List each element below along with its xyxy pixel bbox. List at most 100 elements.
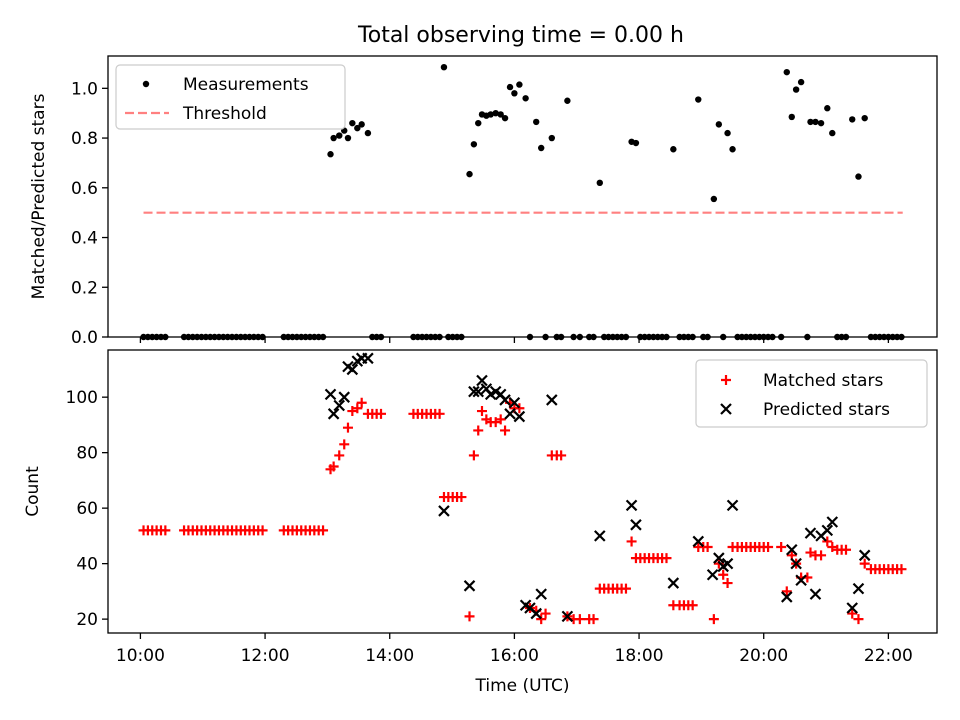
data-point [776, 541, 787, 552]
data-point [594, 530, 606, 542]
data-point [667, 577, 680, 589]
data-point [783, 68, 790, 76]
data-point [781, 591, 793, 603]
legend-label: Matched stars [763, 371, 883, 391]
data-point [824, 105, 831, 112]
y-tick-label: 60 [76, 499, 98, 519]
data-point [781, 586, 792, 597]
data-point [692, 535, 705, 548]
bottom-axes: 20 40 60 80 100 10:00 12:00 14:00 16:00 18:00 20:0… [23, 349, 938, 696]
data-point [855, 173, 862, 180]
x-tick-label: 12:00 [241, 646, 290, 666]
data-point [849, 116, 856, 123]
figure-title: Total observing time = 0.00 h [357, 23, 684, 48]
data-point [468, 385, 480, 398]
axes-frame [107, 349, 938, 634]
data-point [513, 410, 526, 423]
data-point [548, 134, 555, 142]
y-tick-label: 0.2 [71, 278, 98, 298]
data-point [327, 151, 334, 158]
data-point [858, 549, 871, 562]
data-point [324, 388, 337, 401]
y-tick-label: 100 [66, 388, 98, 408]
data-point [463, 580, 476, 592]
y-tick-label: 0.6 [71, 179, 98, 199]
data-point [718, 569, 729, 580]
data-point [807, 118, 814, 126]
data-point [721, 557, 734, 570]
data-point [358, 121, 365, 128]
legend-marker [721, 375, 731, 385]
data-point [257, 525, 268, 536]
data-point [364, 129, 372, 137]
y-tick-label: 1.0 [71, 79, 98, 99]
data-point [792, 86, 800, 93]
data-point [829, 129, 836, 137]
data-point [535, 588, 547, 600]
x-tick-label: 22:00 [864, 646, 913, 666]
data-point [497, 111, 504, 118]
data-point [632, 139, 640, 147]
data-point [546, 394, 558, 406]
data-point [511, 90, 518, 97]
data-point [346, 363, 359, 376]
data-point [670, 146, 677, 153]
data-point [318, 525, 329, 536]
data-point [475, 119, 482, 127]
data-point [724, 129, 731, 137]
data-point [160, 525, 171, 536]
y-axis-label: Count [23, 466, 43, 517]
data-point [487, 111, 494, 118]
legend-box [115, 64, 346, 130]
x-tick-label: 10:00 [116, 646, 165, 666]
data-point [342, 422, 353, 433]
legend-label: Measurements [183, 75, 309, 95]
data-point [492, 109, 499, 117]
data-point [530, 607, 542, 620]
x-tick-label: 20:00 [739, 646, 788, 666]
data-point [708, 614, 719, 625]
data-point [344, 134, 352, 142]
y-tick-label: 0.8 [71, 129, 98, 149]
data-point [338, 391, 351, 403]
data-point [456, 492, 467, 503]
data-point [356, 397, 367, 408]
data-point [339, 439, 350, 450]
data-point [336, 132, 343, 139]
data-point [853, 614, 864, 625]
data-point [702, 541, 713, 552]
data-point [522, 95, 529, 102]
data-point [574, 614, 585, 625]
data-point [626, 536, 637, 547]
data-point [533, 118, 540, 126]
data-point [327, 408, 340, 420]
data-point [809, 588, 822, 600]
x-tick-label: 18:00 [615, 646, 664, 666]
data-point [896, 564, 907, 575]
data-point [438, 505, 450, 517]
data-point [472, 385, 485, 398]
data-point [330, 134, 337, 142]
data-point [476, 406, 487, 417]
data-point [470, 141, 478, 148]
data-point [826, 516, 839, 528]
legend-marker [720, 403, 732, 415]
data-point [715, 121, 723, 128]
data-point [816, 550, 827, 561]
data-point [713, 552, 725, 564]
y-tick-label: 80 [76, 444, 98, 464]
data-point [729, 146, 736, 153]
data-point [790, 557, 802, 570]
data-point [540, 608, 551, 619]
axes-frame [107, 55, 938, 338]
data-point [556, 450, 567, 461]
data-point [588, 614, 599, 625]
series-measurements [140, 63, 905, 341]
data-point [817, 119, 825, 127]
x-tick-label: 14:00 [365, 646, 414, 666]
data-point [376, 408, 387, 419]
data-point [504, 408, 516, 420]
data-point [476, 374, 488, 387]
data-point [661, 553, 672, 564]
